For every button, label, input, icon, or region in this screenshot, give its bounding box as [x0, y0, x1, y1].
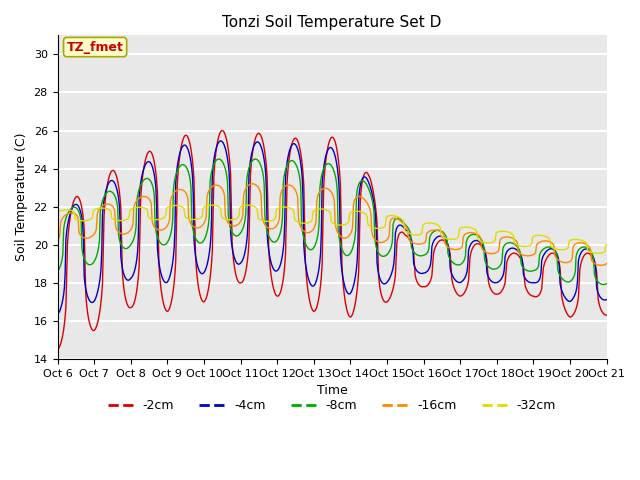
-2cm	[54, 347, 61, 352]
-2cm	[324, 143, 332, 148]
-32cm	[595, 251, 602, 256]
-16cm	[174, 187, 182, 193]
Line: -2cm: -2cm	[58, 131, 607, 349]
-2cm	[432, 243, 440, 249]
-4cm	[174, 159, 182, 165]
Line: -8cm: -8cm	[58, 159, 607, 285]
-16cm	[596, 263, 604, 268]
-4cm	[198, 271, 205, 276]
-32cm	[553, 247, 561, 252]
-4cm	[432, 235, 440, 241]
-32cm	[432, 221, 440, 227]
-2cm	[603, 312, 611, 318]
-16cm	[378, 240, 385, 245]
-16cm	[54, 237, 61, 243]
-16cm	[603, 261, 611, 266]
Line: -4cm: -4cm	[58, 141, 607, 314]
-2cm	[218, 128, 226, 133]
Text: TZ_fmet: TZ_fmet	[67, 41, 124, 54]
-8cm	[324, 161, 332, 167]
-32cm	[198, 214, 205, 220]
-4cm	[217, 138, 225, 144]
-2cm	[198, 297, 205, 302]
-32cm	[174, 203, 182, 208]
-32cm	[603, 242, 611, 248]
-2cm	[174, 170, 182, 176]
-8cm	[432, 228, 440, 233]
-16cm	[198, 223, 205, 229]
-4cm	[378, 279, 385, 285]
-16cm	[553, 256, 561, 262]
-16cm	[324, 186, 332, 192]
-16cm	[432, 227, 440, 233]
Title: Tonzi Soil Temperature Set D: Tonzi Soil Temperature Set D	[222, 15, 442, 30]
-8cm	[251, 156, 259, 162]
Y-axis label: Soil Temperature (C): Soil Temperature (C)	[15, 133, 28, 262]
-4cm	[603, 297, 611, 302]
Line: -16cm: -16cm	[58, 184, 607, 265]
-8cm	[378, 253, 385, 259]
-16cm	[249, 181, 257, 187]
-8cm	[553, 253, 561, 259]
-32cm	[54, 209, 61, 215]
-8cm	[600, 282, 607, 288]
-8cm	[603, 281, 611, 287]
-4cm	[54, 312, 61, 317]
-4cm	[553, 252, 561, 257]
-32cm	[378, 225, 385, 231]
X-axis label: Time: Time	[317, 384, 348, 397]
-8cm	[174, 167, 182, 172]
-4cm	[324, 146, 332, 152]
-2cm	[378, 293, 385, 299]
Line: -32cm: -32cm	[58, 205, 607, 253]
-8cm	[198, 240, 205, 245]
-32cm	[209, 202, 216, 208]
-2cm	[553, 254, 561, 260]
-32cm	[324, 208, 332, 214]
Legend: -2cm, -4cm, -8cm, -16cm, -32cm: -2cm, -4cm, -8cm, -16cm, -32cm	[103, 395, 561, 418]
-8cm	[54, 269, 61, 275]
